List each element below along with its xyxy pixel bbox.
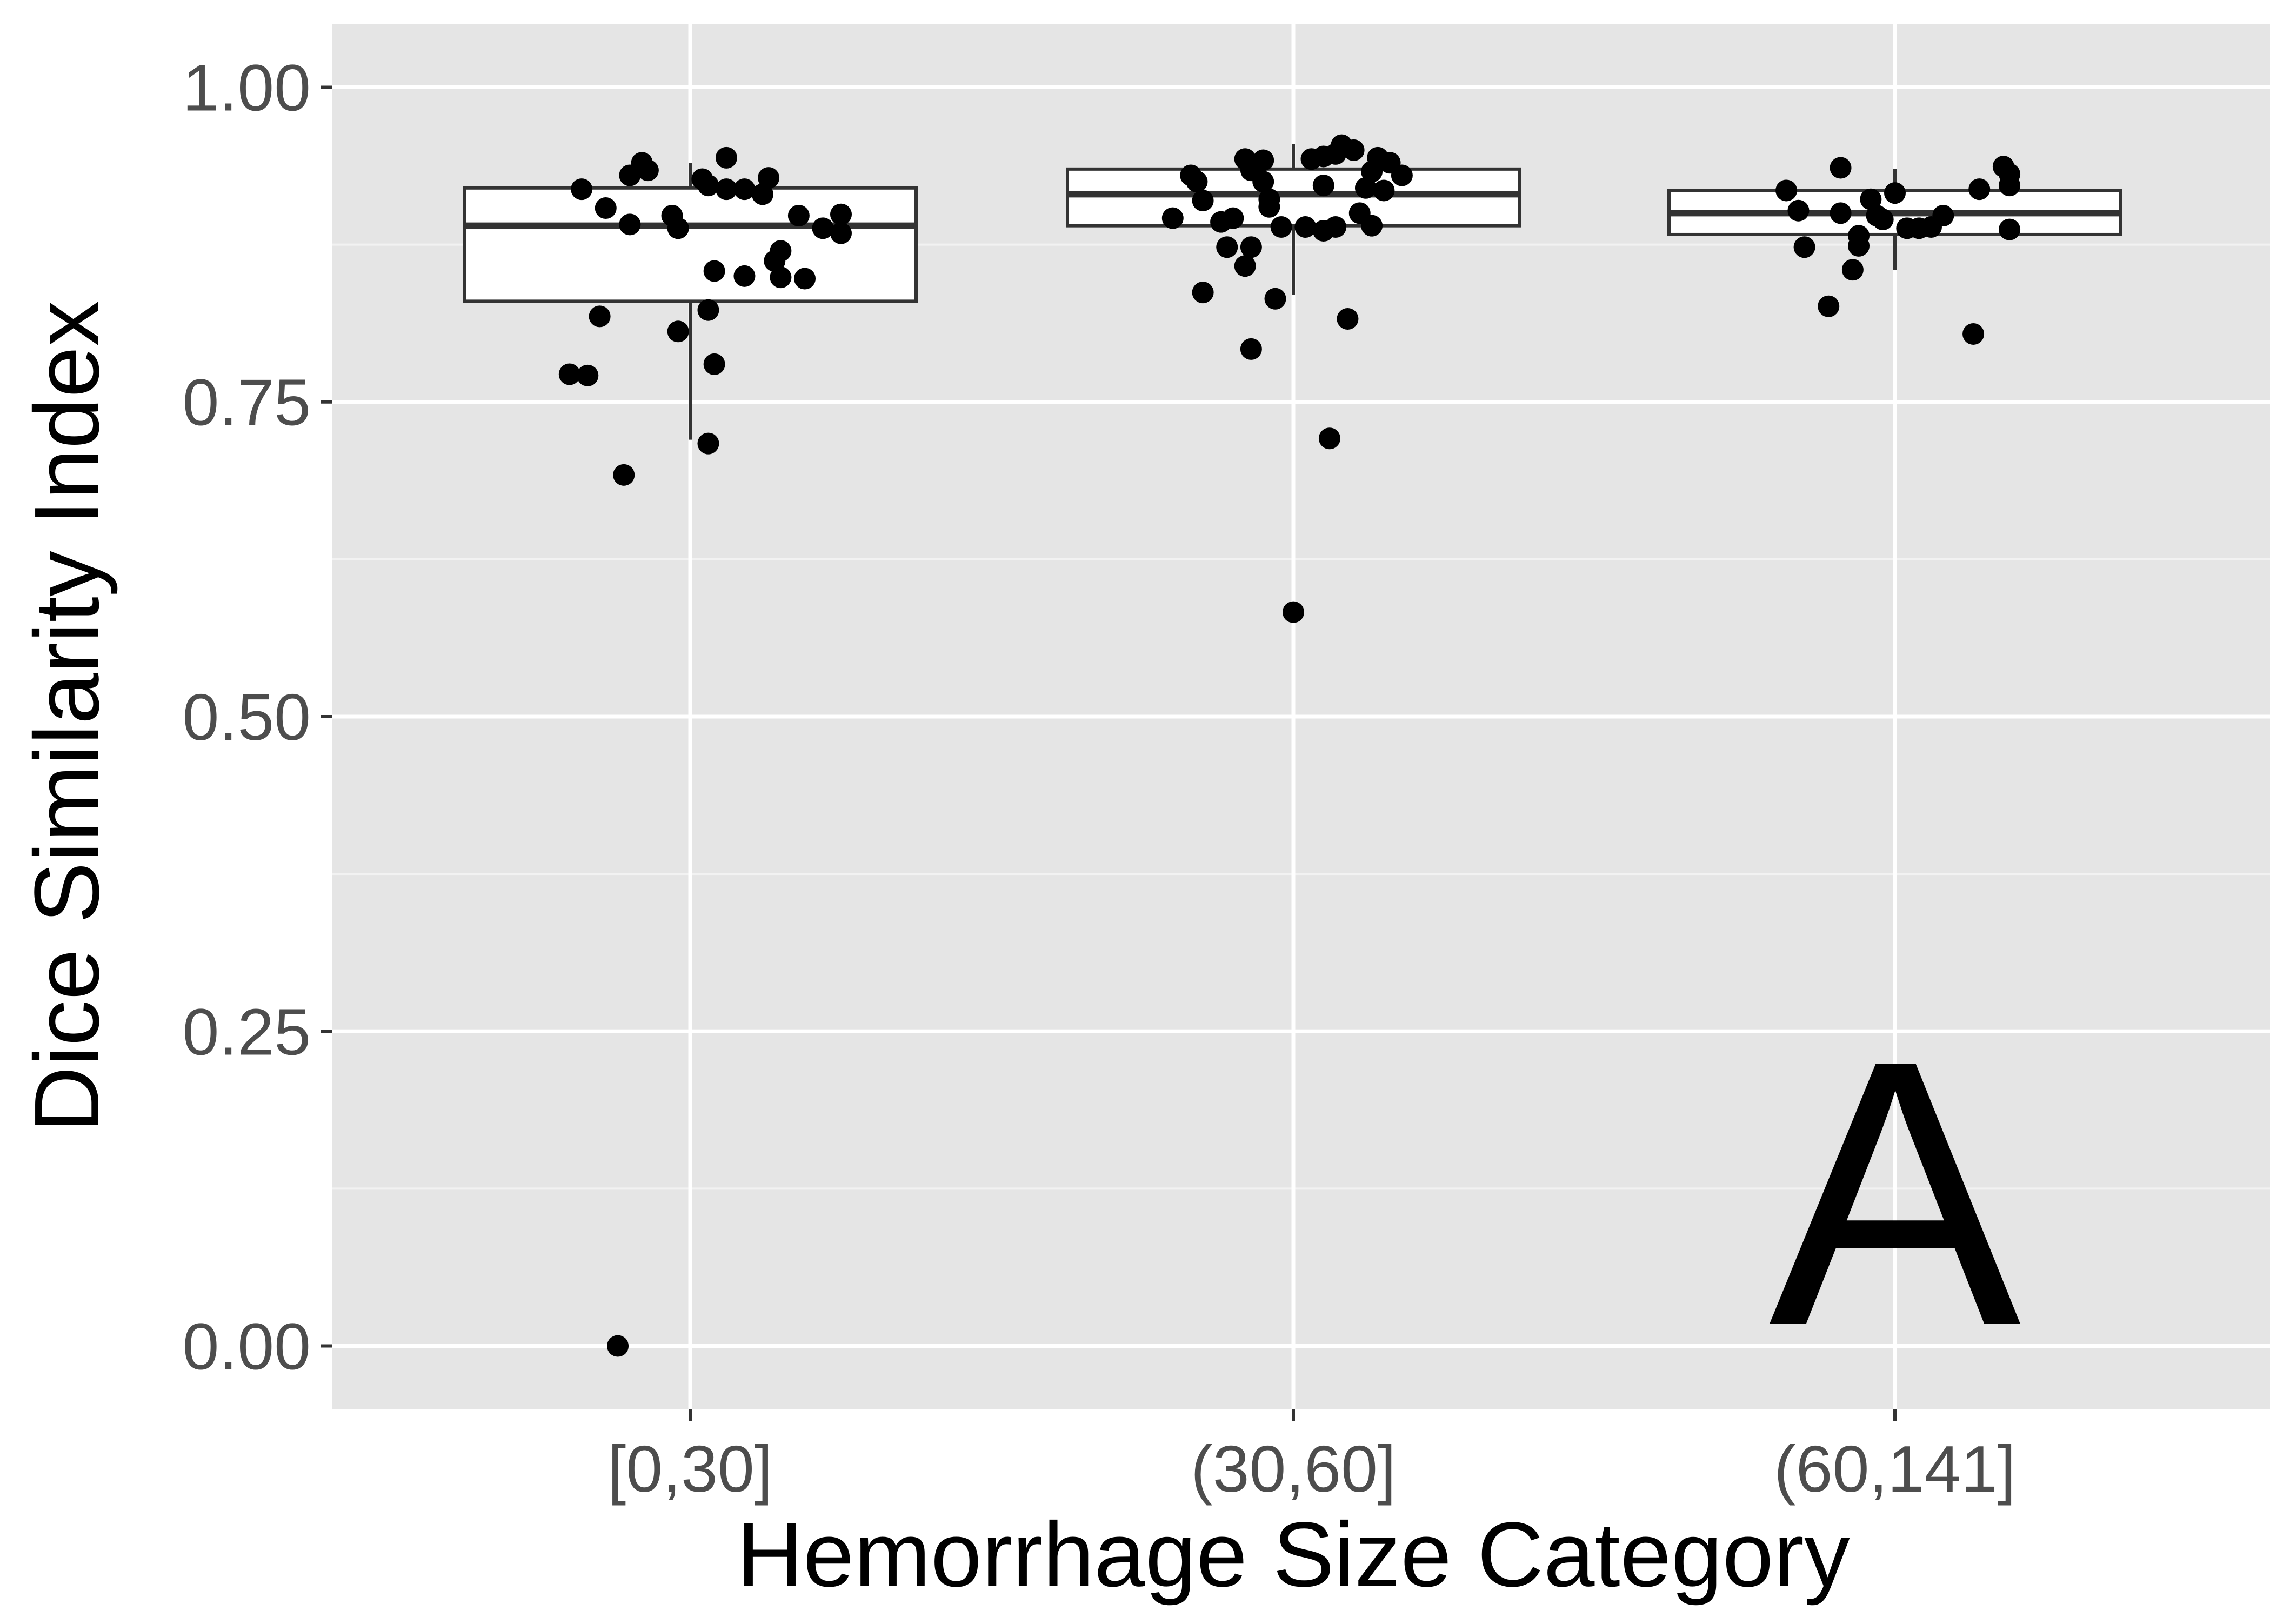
data-point (697, 432, 719, 455)
data-point (697, 175, 719, 197)
data-point (812, 217, 834, 239)
data-point (1161, 207, 1184, 229)
data-point (577, 364, 599, 386)
x-axis-title: Hemorrhage Size Category (737, 1503, 1850, 1606)
y-axis: 0.00 0.25 0.50 0.75 1.00 (183, 51, 332, 1384)
data-point (1999, 163, 2021, 185)
data-point (1787, 199, 1810, 222)
data-point (1264, 288, 1286, 310)
data-point (613, 464, 635, 486)
data-point (794, 268, 816, 290)
box-group (463, 163, 918, 440)
data-point (667, 320, 689, 343)
y-tick-label: 0.50 (183, 680, 311, 754)
data-point (1361, 215, 1383, 237)
data-point (1216, 236, 1238, 258)
data-point (770, 266, 792, 289)
data-point (1240, 236, 1262, 258)
data-point (1234, 255, 1256, 277)
data-point (830, 203, 852, 225)
data-point (1325, 216, 1347, 238)
data-point (1932, 205, 1954, 227)
data-point (1343, 139, 1365, 161)
data-point (1252, 171, 1274, 193)
iqr-box (463, 186, 918, 303)
data-point (703, 260, 725, 282)
data-point (1312, 175, 1334, 197)
data-point (1848, 235, 1870, 257)
data-point (1192, 282, 1214, 304)
data-point (637, 159, 659, 182)
data-point (607, 1335, 629, 1357)
data-point (558, 363, 580, 385)
data-point (751, 183, 773, 205)
data-point (703, 353, 725, 375)
data-point (1222, 207, 1244, 229)
data-point (1186, 171, 1208, 193)
data-point (770, 240, 792, 262)
data-point (1775, 179, 1798, 202)
data-point (667, 217, 689, 239)
data-point (715, 146, 737, 169)
points-layer (558, 134, 2021, 1357)
data-point (697, 299, 719, 321)
data-point (1240, 338, 1262, 360)
box-group (1066, 144, 1521, 295)
data-point (1830, 202, 1852, 224)
y-tick-label: 1.00 (183, 51, 311, 124)
x-tick-label: (30,60] (1191, 1432, 1396, 1506)
data-point (1968, 178, 1991, 201)
data-point (1872, 209, 1894, 231)
data-point (1860, 188, 1882, 210)
data-point (1999, 218, 2021, 240)
panel-letter-annotation: A (1769, 982, 2023, 1405)
data-point (758, 167, 780, 189)
data-point (1270, 216, 1292, 238)
data-point (1373, 179, 1395, 202)
data-point (1841, 259, 1864, 281)
x-axis: [0,30] (30,60] (60,141] (607, 1409, 2016, 1506)
data-point (1354, 177, 1377, 199)
data-point (1391, 164, 1413, 186)
data-point (1318, 427, 1340, 450)
data-point (1283, 601, 1304, 623)
data-point (1337, 308, 1359, 330)
box-layer (463, 144, 2122, 440)
data-point (1252, 149, 1274, 171)
data-point (1830, 157, 1852, 179)
data-point (733, 178, 756, 201)
data-point (1962, 323, 1985, 345)
x-tick-label: [0,30] (607, 1432, 772, 1506)
data-point (1818, 295, 1840, 317)
data-point (1884, 182, 1906, 204)
data-point (1258, 196, 1280, 218)
data-point (830, 222, 852, 244)
y-axis-title: Dice Similarity Index (16, 300, 118, 1133)
data-point (787, 205, 810, 227)
y-tick-label: 0.75 (183, 366, 311, 439)
data-point (1793, 236, 1815, 258)
data-point (733, 265, 756, 287)
data-point (589, 305, 611, 328)
data-point (1294, 216, 1317, 238)
data-point (619, 213, 641, 236)
data-point (715, 178, 737, 201)
y-tick-label: 0.25 (183, 995, 311, 1068)
data-point (1192, 190, 1214, 212)
y-tick-label: 0.00 (183, 1310, 311, 1384)
data-point (571, 178, 593, 201)
data-point (595, 197, 617, 219)
x-tick-label: (60,141] (1774, 1432, 2016, 1506)
